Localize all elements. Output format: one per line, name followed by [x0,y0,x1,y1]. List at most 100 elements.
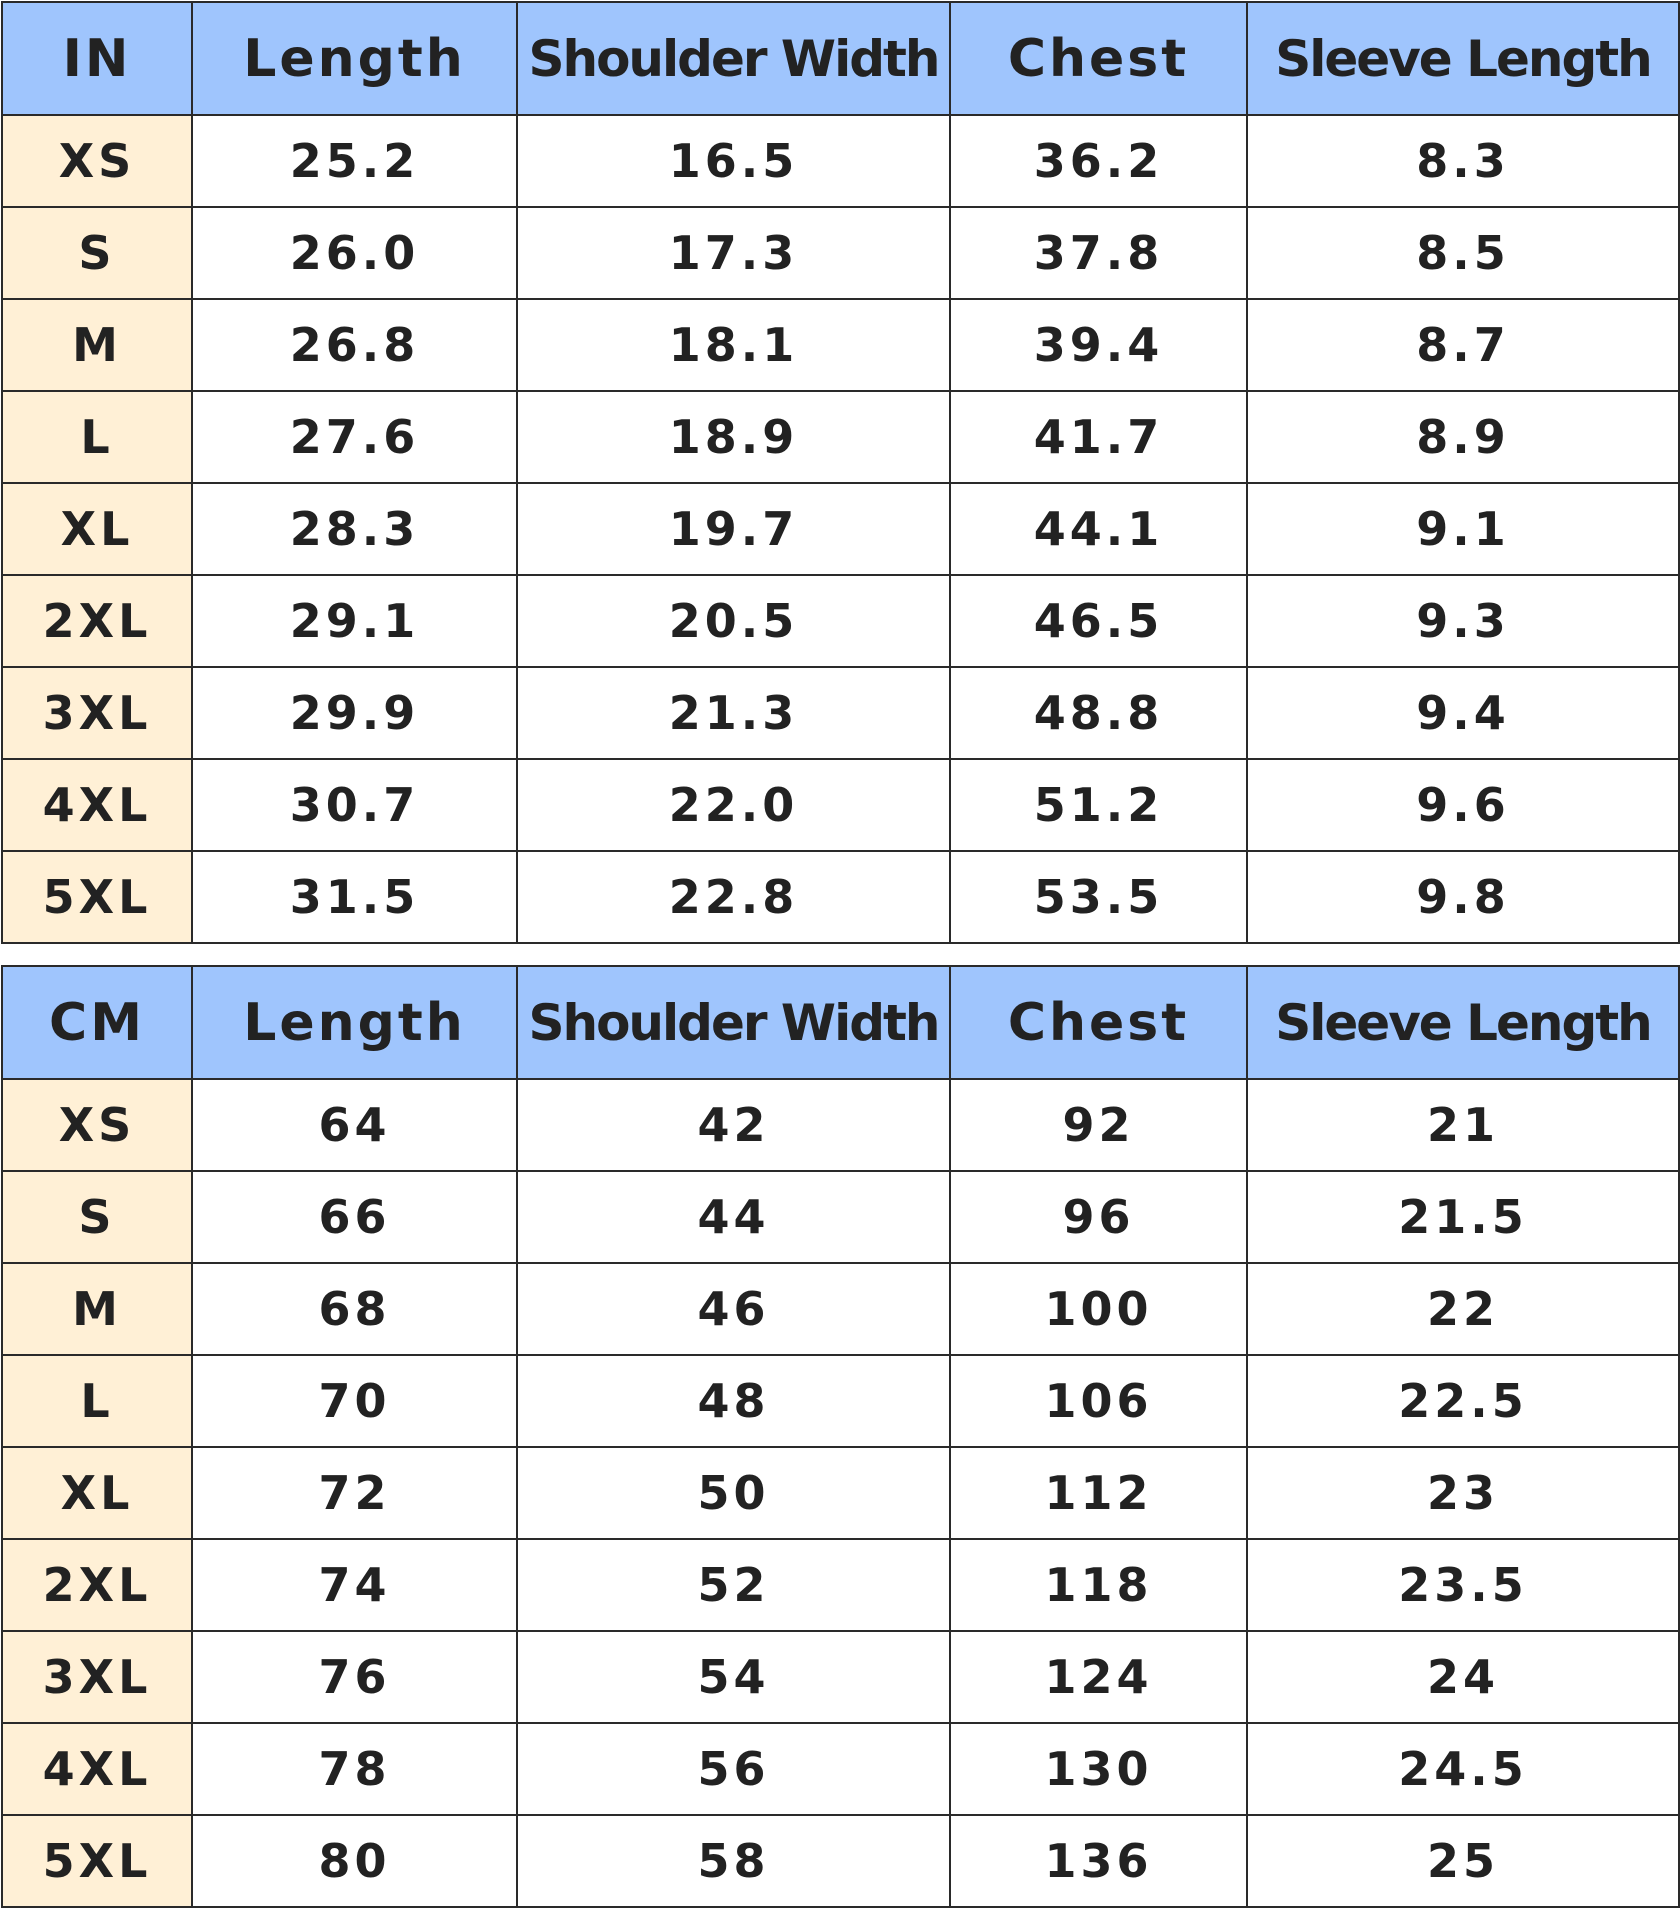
measure-cell: 100 [949,1262,1248,1356]
size-cell: 2XL [1,1538,193,1632]
size-cell: M [1,298,193,392]
measure-cell: 23.5 [1246,1538,1680,1632]
header-cell: Shoulder Width [516,965,951,1080]
size-cell: L [1,1354,193,1448]
measure-cell: 22.5 [1246,1354,1680,1448]
measure-cell: 26.8 [191,298,518,392]
measure-cell: 130 [949,1722,1248,1816]
header-row: IN Length Shoulder Width Chest Sleeve Length [1,1,1680,116]
measure-cell: 18.1 [516,298,951,392]
size-cell: 2XL [1,574,193,668]
measure-cell: 8.5 [1246,206,1680,300]
measure-cell: 106 [949,1354,1248,1448]
measure-cell: 8.9 [1246,390,1680,484]
measure-cell: 21 [1246,1078,1680,1172]
header-cell: CM [1,965,193,1080]
measure-cell: 37.8 [949,206,1248,300]
size-row: 4XL 78 56 130 24.5 [1,1722,1680,1816]
measure-cell: 44 [516,1170,951,1264]
measure-cell: 18.9 [516,390,951,484]
measure-cell: 29.9 [191,666,518,760]
size-row: S 26.0 17.3 37.8 8.5 [1,206,1680,300]
measure-cell: 39.4 [949,298,1248,392]
measure-cell: 8.7 [1246,298,1680,392]
size-cell: XL [1,482,193,576]
measure-cell: 72 [191,1446,518,1540]
measure-cell: 112 [949,1446,1248,1540]
size-cell: 3XL [1,1630,193,1724]
measure-cell: 26.0 [191,206,518,300]
measure-cell: 22.0 [516,758,951,852]
measure-cell: 54 [516,1630,951,1724]
measure-cell: 80 [191,1814,518,1908]
measure-cell: 22 [1246,1262,1680,1356]
size-row: 5XL 31.5 22.8 53.5 9.8 [1,850,1680,944]
size-row: 3XL 29.9 21.3 48.8 9.4 [1,666,1680,760]
size-row: 5XL 80 58 136 25 [1,1814,1680,1908]
measure-cell: 21.5 [1246,1170,1680,1264]
measure-cell: 52 [516,1538,951,1632]
measure-cell: 9.3 [1246,574,1680,668]
measure-cell: 24 [1246,1630,1680,1724]
size-row: 2XL 74 52 118 23.5 [1,1538,1680,1632]
measure-cell: 24.5 [1246,1722,1680,1816]
size-cell: 4XL [1,758,193,852]
measure-cell: 27.6 [191,390,518,484]
measure-cell: 9.1 [1246,482,1680,576]
measure-cell: 19.7 [516,482,951,576]
measure-cell: 56 [516,1722,951,1816]
size-row: 4XL 30.7 22.0 51.2 9.6 [1,758,1680,852]
header-cell: IN [1,1,193,116]
measure-cell: 20.5 [516,574,951,668]
size-row: XL 72 50 112 23 [1,1446,1680,1540]
measure-cell: 31.5 [191,850,518,944]
measure-cell: 42 [516,1078,951,1172]
measure-cell: 16.5 [516,114,951,208]
size-cell: XS [1,1078,193,1172]
cm-size-table: CM Length Shoulder Width Chest Sleeve Length… [1,965,1680,1908]
size-cell: 5XL [1,850,193,944]
measure-cell: 9.8 [1246,850,1680,944]
header-cell: Shoulder Width [516,1,951,116]
measure-cell: 78 [191,1722,518,1816]
measure-cell: 64 [191,1078,518,1172]
measure-cell: 66 [191,1170,518,1264]
size-cell: 4XL [1,1722,193,1816]
measure-cell: 25.2 [191,114,518,208]
size-row: XL 28.3 19.7 44.1 9.1 [1,482,1680,576]
header-cell: Chest [949,1,1248,116]
measure-cell: 9.6 [1246,758,1680,852]
size-cell: XL [1,1446,193,1540]
measure-cell: 124 [949,1630,1248,1724]
measure-cell: 68 [191,1262,518,1356]
header-cell: Length [191,1,518,116]
measure-cell: 29.1 [191,574,518,668]
measure-cell: 48 [516,1354,951,1448]
measure-cell: 70 [191,1354,518,1448]
size-row: XS 64 42 92 21 [1,1078,1680,1172]
size-cell: M [1,1262,193,1356]
size-row: 3XL 76 54 124 24 [1,1630,1680,1724]
size-cell: S [1,1170,193,1264]
measure-cell: 21.3 [516,666,951,760]
measure-cell: 96 [949,1170,1248,1264]
header-cell: Chest [949,965,1248,1080]
size-row: S 66 44 96 21.5 [1,1170,1680,1264]
measure-cell: 17.3 [516,206,951,300]
measure-cell: 22.8 [516,850,951,944]
size-row: XS 25.2 16.5 36.2 8.3 [1,114,1680,208]
measure-cell: 28.3 [191,482,518,576]
measure-cell: 118 [949,1538,1248,1632]
measure-cell: 92 [949,1078,1248,1172]
size-row: L 27.6 18.9 41.7 8.9 [1,390,1680,484]
header-cell: Sleeve Length [1246,965,1680,1080]
measure-cell: 9.4 [1246,666,1680,760]
measure-cell: 36.2 [949,114,1248,208]
measure-cell: 23 [1246,1446,1680,1540]
size-row: M 26.8 18.1 39.4 8.7 [1,298,1680,392]
measure-cell: 76 [191,1630,518,1724]
size-cell: 5XL [1,1814,193,1908]
size-row: L 70 48 106 22.5 [1,1354,1680,1448]
measure-cell: 25 [1246,1814,1680,1908]
